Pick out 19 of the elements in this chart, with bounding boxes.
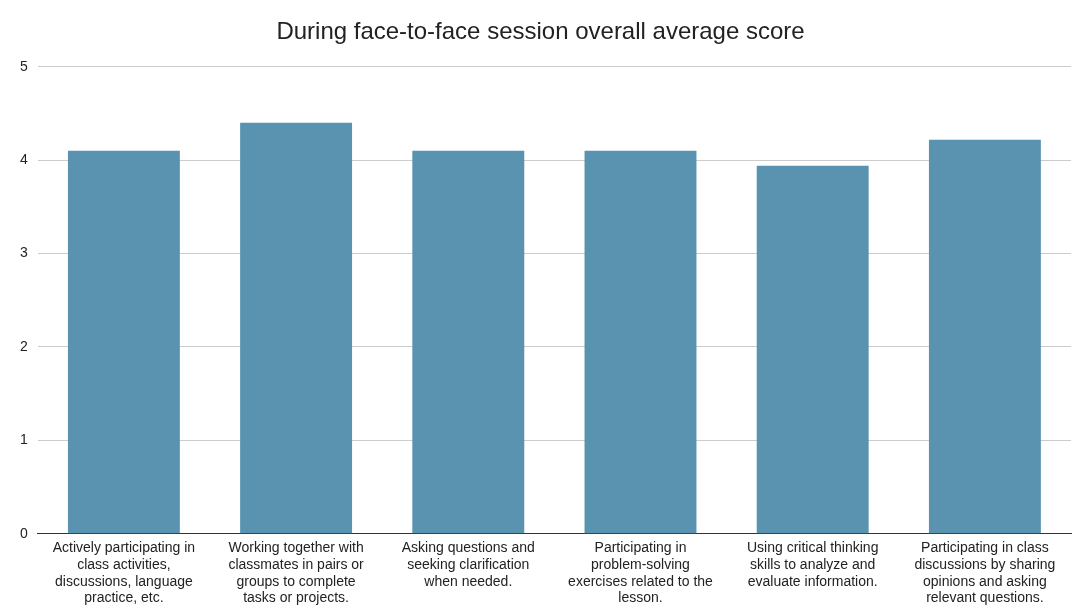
y-tick-label: 5 [19, 57, 28, 74]
bar [928, 139, 1041, 534]
bar [67, 150, 180, 534]
x-tick-label: Participating in problem-solving exercises related to the lesson. [568, 539, 714, 606]
y-tick-label: 3 [19, 244, 28, 261]
y-tick-label: 4 [19, 151, 28, 168]
x-tick-label: Using critical thinking skills to analyze and evaluate information. [746, 539, 879, 589]
x-tick-label: Participating in class discussions by sharing opinions and asking relevant questions. [914, 539, 1056, 606]
y-tick-label: 1 [19, 431, 28, 448]
x-tick-label: Working together with classmates in pairs or groups to complete tasks or projects. [228, 539, 365, 606]
y-tick-label: 0 [19, 524, 28, 541]
x-tick-label: Actively participating in class activities, discussions, language practice, etc. [52, 539, 196, 606]
bar [584, 150, 697, 534]
bar [412, 150, 525, 534]
chart-title: During face-to-face session overall average score [276, 17, 805, 45]
bar [756, 165, 869, 534]
y-tick-label: 2 [19, 337, 28, 354]
bar [240, 122, 353, 534]
x-tick-label: Asking questions and seeking clarification when needed. [401, 539, 535, 589]
